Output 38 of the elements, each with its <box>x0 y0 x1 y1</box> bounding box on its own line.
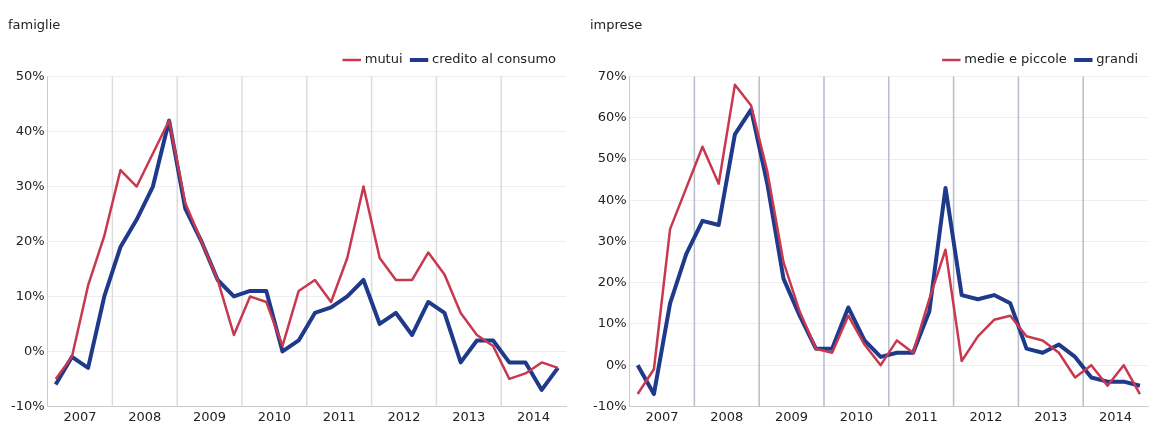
x-tick-label: 2011 <box>322 408 356 424</box>
y-tick-label: 0% <box>23 342 45 358</box>
legend-label: medie e piccole <box>964 51 1067 67</box>
x-tick-label: 2011 <box>904 408 938 424</box>
chart-title: imprese <box>590 17 643 33</box>
x-tick-label: 2009 <box>775 408 809 424</box>
y-tick-label: 30% <box>597 232 627 248</box>
x-tick-label: 2008 <box>128 408 162 424</box>
legend-label: credito al consumo <box>432 51 557 67</box>
legend-label: mutui <box>364 51 403 67</box>
x-tick-label: 2013 <box>452 408 486 424</box>
x-tick-label: 2010 <box>839 408 873 424</box>
x-tick-label: 2014 <box>1099 408 1133 424</box>
x-tick-label: 2013 <box>1034 408 1068 424</box>
y-tick-label: 40% <box>597 191 627 207</box>
x-tick-label: 2012 <box>969 408 1003 424</box>
y-tick-label: 10% <box>15 287 45 303</box>
y-tick-label: 20% <box>15 232 45 248</box>
legend-label: grandi <box>1096 51 1139 67</box>
x-tick-label: 2012 <box>387 408 421 424</box>
x-tick-label: 2007 <box>63 408 97 424</box>
x-tick-label: 2014 <box>517 408 551 424</box>
y-tick-label: 60% <box>597 109 627 125</box>
chart-title: famiglie <box>8 17 61 33</box>
x-tick-label: 2010 <box>257 408 291 424</box>
y-tick-label: 0% <box>605 356 627 372</box>
x-tick-label: 2008 <box>710 408 744 424</box>
y-tick-label: -10% <box>592 397 627 413</box>
y-tick-label: -10% <box>10 397 45 413</box>
y-tick-label: 10% <box>597 315 627 331</box>
y-tick-label: 40% <box>15 122 45 138</box>
y-tick-label: 20% <box>597 274 627 290</box>
y-tick-label: 30% <box>15 177 45 193</box>
y-tick-label: 70% <box>597 67 627 83</box>
y-tick-label: 50% <box>597 150 627 166</box>
x-tick-label: 2007 <box>645 408 679 424</box>
y-tick-label: 50% <box>15 67 45 83</box>
x-tick-label: 2009 <box>193 408 227 424</box>
